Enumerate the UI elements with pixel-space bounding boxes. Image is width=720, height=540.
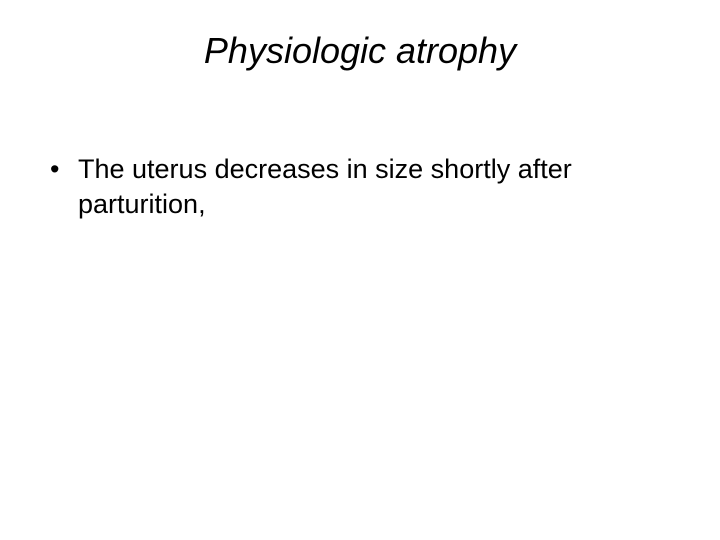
slide-title: Physiologic atrophy [40, 30, 680, 72]
bullet-item: The uterus decreases in size shortly aft… [50, 152, 680, 222]
bullet-list: The uterus decreases in size shortly aft… [40, 152, 680, 222]
slide-container: Physiologic atrophy The uterus decreases… [0, 0, 720, 540]
